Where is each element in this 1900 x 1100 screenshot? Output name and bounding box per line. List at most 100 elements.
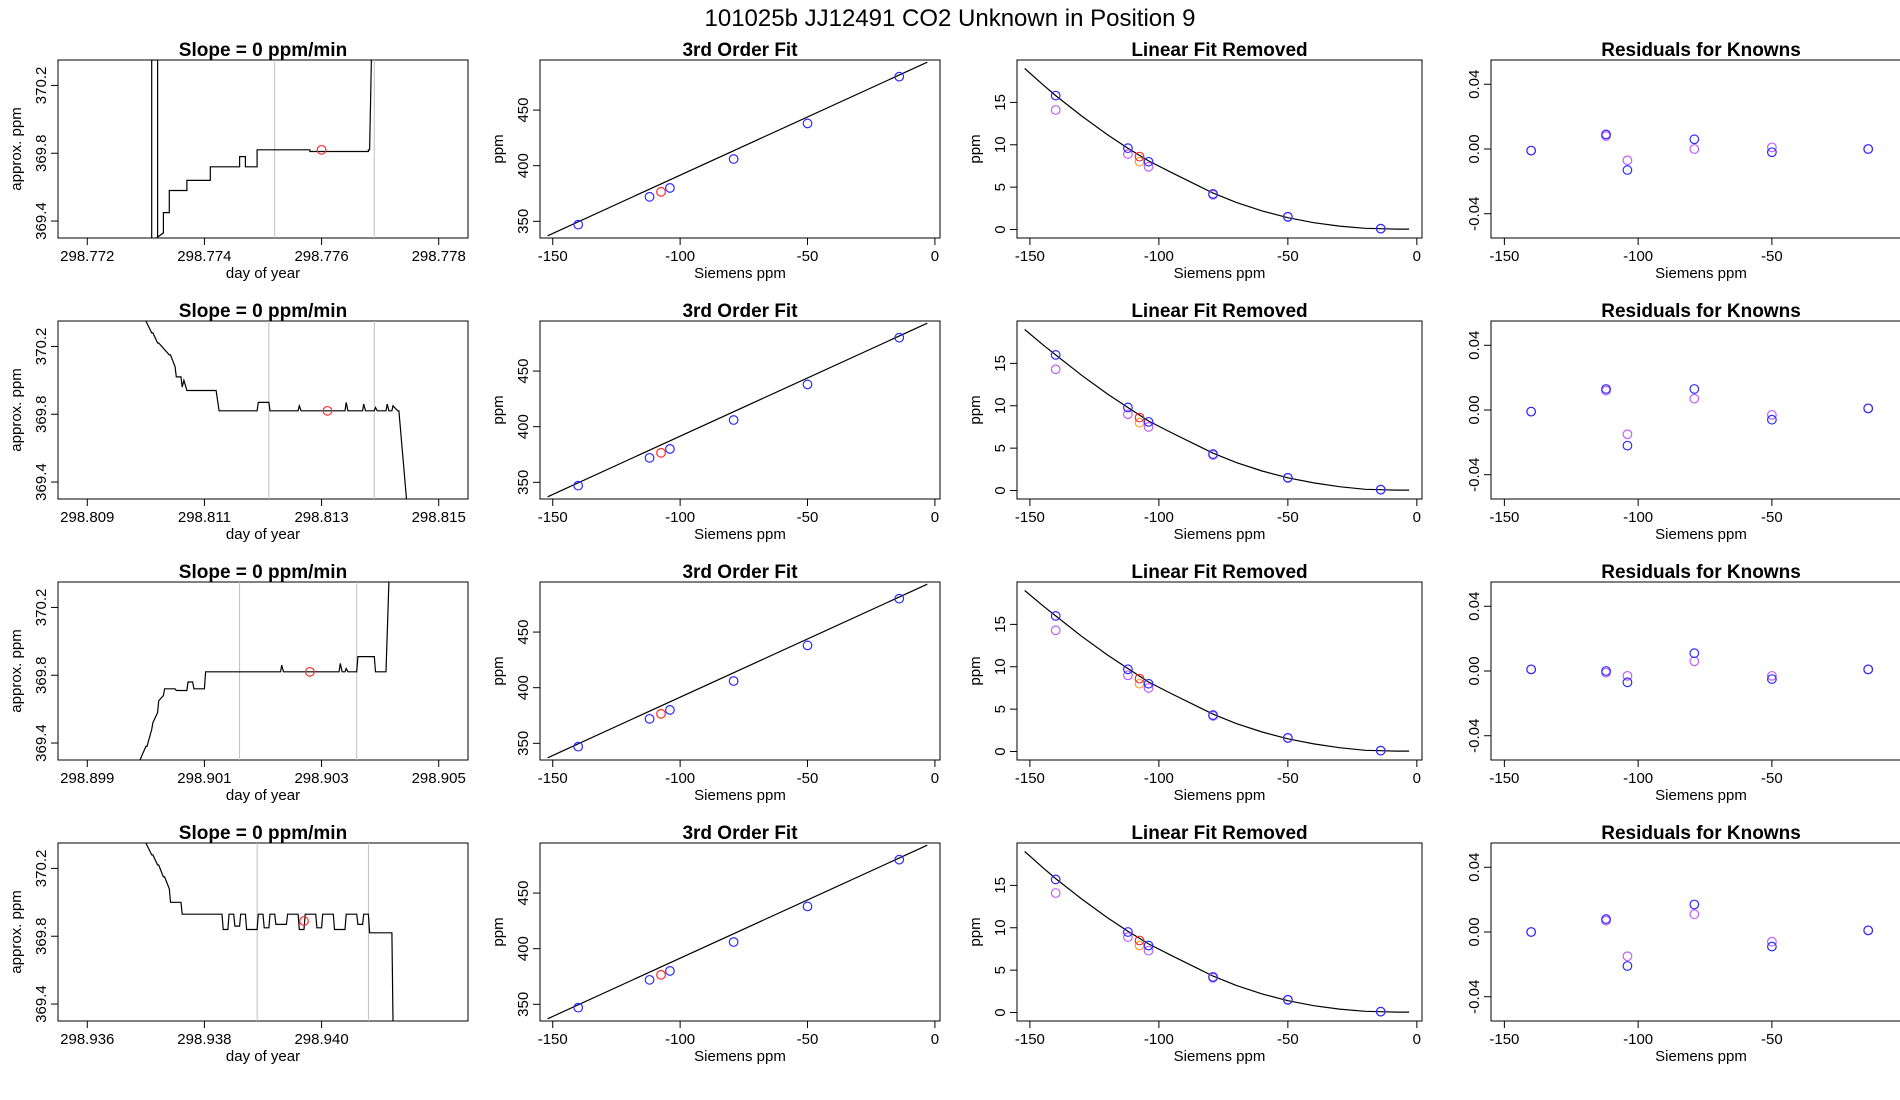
x-tick-label: 298.809 [60,509,114,526]
y-axis-label: approx. ppm [8,107,25,190]
alt-data-point [1123,670,1133,681]
x-axis-label: Siemens ppm [694,265,786,282]
unknown-data-point [656,186,666,197]
x-tick-label: 0 [931,770,939,787]
known-data-point [728,415,739,425]
known-data-point [728,676,739,686]
x-tick-label: -50 [1277,770,1299,787]
x-axis-label: Siemens ppm [1174,265,1266,282]
plot-frame [57,581,469,761]
y-tick-label: 0.00 [1466,917,1483,946]
panel-r2-c1: Slope = 0 ppm/min 298.809 298.811 298.813 29… [8,301,469,543]
plot-area [1024,68,1410,230]
known-data-point [1622,677,1633,688]
known-data-point [1143,678,1154,689]
x-tick-label: 298.940 [294,1031,348,1048]
y-tick-label: 400 [515,414,532,439]
x-tick-label: 298.905 [412,770,466,787]
known-data-point [644,974,655,985]
x-tick-label: 298.936 [60,1031,114,1048]
panel-r1-c1: Slope = 0 ppm/min 298.772 298.774 298.776 29… [8,40,469,282]
known-data-point [1766,941,1777,952]
x-tick-label: -50 [1277,509,1299,526]
known-data-point [1123,402,1133,413]
x-axis-label: Siemens ppm [1174,787,1266,804]
known-data-point [1282,994,1293,1005]
y-tick-label: 0.00 [1466,656,1483,685]
known-data-point [1601,129,1611,140]
panel-title: Residuals for Knowns [1601,823,1801,844]
panel-title: Linear Fit Removed [1131,562,1307,583]
known-data-point [1208,710,1218,720]
unknown-alt-point [1134,417,1145,428]
known-data-point [644,191,655,202]
known-data-point [1123,143,1133,154]
y-tick-label: 10 [992,919,1009,936]
alt-data-point [1143,683,1154,693]
panel-r2-c3: Linear Fit Removed -150 -100 -50 0 0 5 10 15 Siem… [967,301,1423,543]
known-data-point [1282,472,1293,483]
known-data-point [573,219,584,230]
y-tick-label: 15 [992,616,1009,633]
known-data-point [1050,611,1061,621]
y-tick-label: 369.4 [33,202,50,240]
x-tick-label: 298.938 [177,1031,231,1048]
x-axis-label: day of year [226,787,300,804]
panel-r3-c3: Linear Fit Removed -150 -100 -50 0 0 5 10 15 Siem… [967,562,1423,804]
unknown-alt-point [1134,940,1145,951]
known-data-point [728,937,739,947]
known-data-point [573,1002,584,1013]
unknown-data-point [1134,673,1145,684]
plot-frame [539,842,941,1022]
known-data-point [573,741,584,752]
y-tick-label: 400 [515,153,532,178]
plot-area [1024,851,1410,1013]
x-tick-label: -100 [665,1031,695,1048]
x-tick-label: -50 [797,248,819,265]
known-data-point [1375,1006,1386,1017]
residual-curve [1024,851,1410,1013]
x-axis-label: Siemens ppm [1174,526,1266,543]
residual-curve [1024,329,1410,491]
alt-data-point [1622,155,1633,166]
known-data-point [1208,972,1218,982]
alt-data-point [1123,149,1133,159]
panel-title: Slope = 0 ppm/min [179,562,347,583]
y-tick-label: 5 [992,966,1009,974]
x-axis-label: Siemens ppm [1655,1048,1747,1065]
plot-area [1024,329,1410,491]
y-tick-label: 400 [515,675,532,700]
x-tick-label: 0 [931,1031,939,1048]
y-tick-label: 369.8 [33,134,50,172]
alt-data-point [1143,945,1154,956]
panel-title: 3rd Order Fit [682,823,798,844]
alt-data-point [1689,909,1700,920]
x-axis-label: day of year [226,1048,300,1065]
panel-r1-c2: 3rd Order Fit -150 -100 -50 0 350 400 450 Siemen… [490,40,941,282]
x-tick-label: -100 [1623,248,1653,265]
y-tick-label: 369.4 [33,985,50,1023]
y-tick-label: 369.8 [33,917,50,955]
known-data-point [1766,414,1777,425]
unknown-data-point [1134,935,1145,946]
panel-title: Residuals for Knowns [1601,40,1801,61]
known-data-point [1143,416,1154,427]
known-data-point [802,118,813,129]
known-data-point [665,183,675,193]
y-tick-label: -0.04 [1466,719,1483,753]
known-data-point [644,713,655,724]
x-tick-label: -150 [538,248,568,265]
y-tick-label: 5 [992,444,1009,452]
plot-frame [1016,842,1423,1022]
y-tick-label: 15 [992,877,1009,894]
unknown-data-point [1134,151,1145,162]
x-tick-label: 298.776 [294,248,348,265]
x-axis-label: Siemens ppm [694,787,786,804]
known-data-point [1282,733,1293,743]
panel-title: Slope = 0 ppm/min [179,40,347,61]
alt-data-point [1050,105,1061,115]
known-data-point [894,593,905,604]
panel-title: 3rd Order Fit [682,40,798,61]
y-tick-label: -0.04 [1466,980,1483,1014]
y-tick-label: 350 [515,470,532,495]
